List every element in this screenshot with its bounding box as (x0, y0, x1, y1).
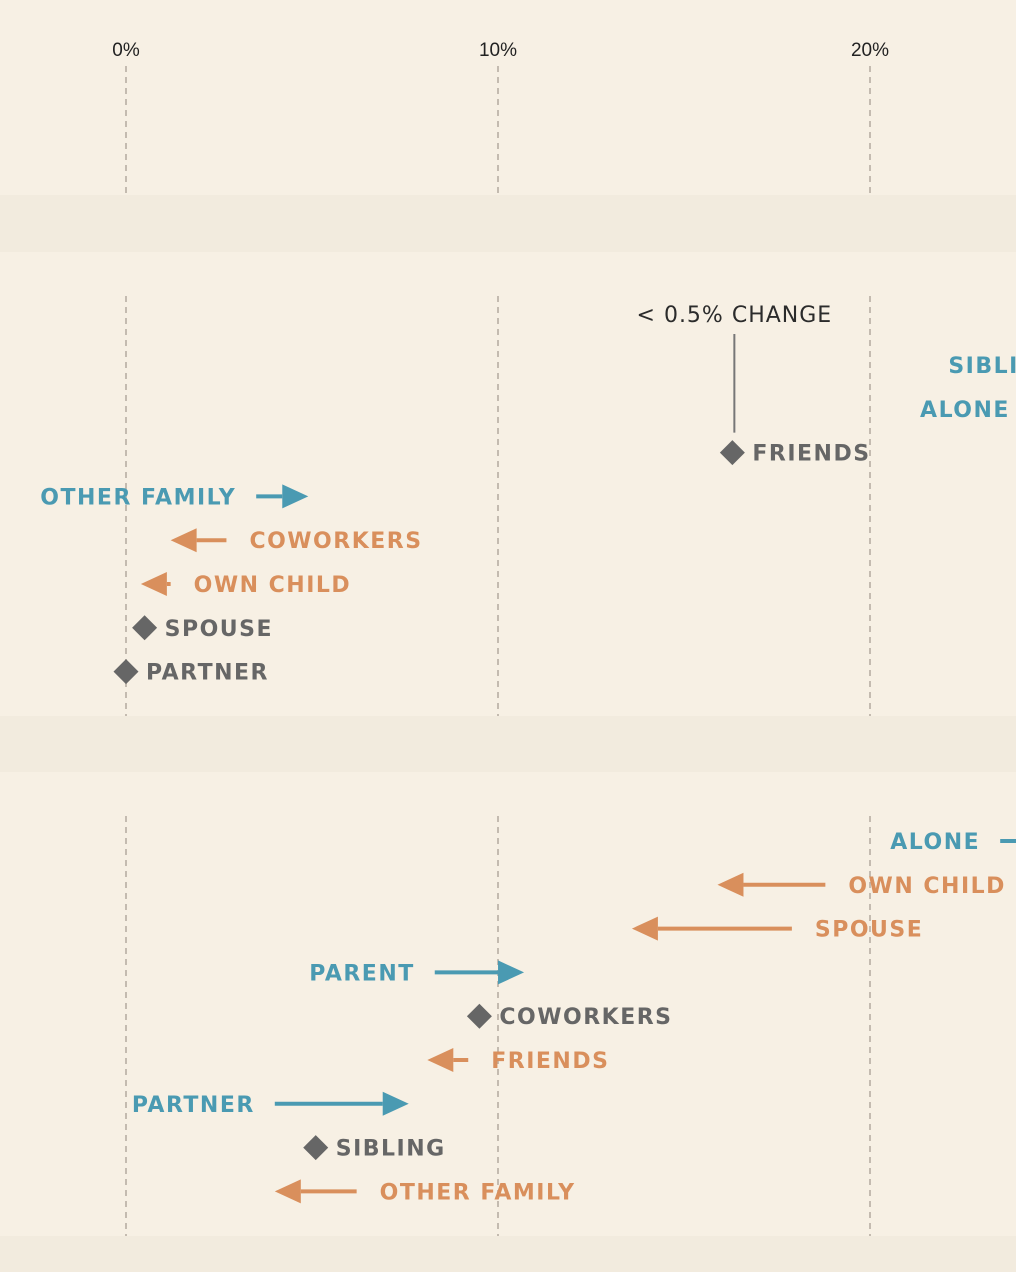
row-spouse: SPOUSE (132, 615, 273, 642)
row-alone: ALONE (890, 830, 1016, 855)
category-label: OTHER FAMILY (380, 1180, 576, 1205)
arrow-head (498, 960, 525, 985)
arrow-head (170, 528, 197, 553)
diamond-marker (466, 1003, 492, 1029)
category-label: FRIENDS (752, 442, 870, 467)
row-own-child: OWN CHILD (717, 872, 1006, 899)
row-friends: FRIENDS (427, 1048, 609, 1074)
category-label: PARTNER (132, 1093, 255, 1118)
row-other-family: OTHER FAMILY (40, 484, 309, 510)
annotation-text: < 0.5% CHANGE (637, 303, 833, 328)
arrow-head (282, 484, 309, 509)
chart-marks: SIBLING ALONE FRIENDS OTHER FAMILY COWORKERS… (40, 354, 1016, 1205)
row-alone: ALONE (920, 398, 1010, 423)
row-partner: PARTNER (113, 659, 269, 686)
diamond-marker (132, 615, 158, 641)
category-label: COWORKERS (499, 1005, 672, 1030)
category-label: PARENT (309, 961, 415, 986)
category-label: OWN CHILD (848, 874, 1006, 899)
diamond-marker (303, 1135, 329, 1161)
arrow-head (631, 916, 658, 941)
x-tick-label: 0% (112, 40, 140, 61)
arrow-head (140, 572, 167, 596)
category-label: COWORKERS (249, 529, 422, 554)
category-label: OTHER FAMILY (40, 485, 236, 510)
row-sibling: SIBLING (303, 1135, 446, 1162)
row-parent: PARENT (309, 960, 525, 986)
category-label: SIBLING (948, 354, 1016, 379)
category-label: SIBLING (336, 1137, 446, 1162)
x-axis-ticks: 0% 10% 20% (112, 40, 889, 61)
row-friends: FRIENDS (719, 440, 870, 467)
category-label: OWN CHILD (194, 573, 352, 598)
category-label: SPOUSE (165, 617, 273, 642)
row-coworkers: COWORKERS (170, 528, 422, 554)
x-tick-label: 20% (851, 40, 889, 61)
section-band-top (0, 195, 1016, 252)
diamond-marker (719, 440, 745, 466)
category-label: ALONE (890, 830, 980, 855)
row-partner: PARTNER (132, 1091, 409, 1118)
section-band-bottom (0, 1236, 1016, 1272)
diamond-marker (113, 659, 139, 685)
category-label: PARTNER (146, 661, 269, 686)
row-coworkers: COWORKERS (466, 1003, 672, 1030)
arrow-head (274, 1179, 301, 1204)
row-own-child: OWN CHILD (140, 572, 352, 598)
section-band-middle (0, 716, 1016, 772)
x-tick-label: 10% (479, 40, 517, 61)
row-spouse: SPOUSE (631, 916, 923, 943)
arrow-head (717, 872, 744, 897)
arrow-head (427, 1048, 454, 1072)
category-label: FRIENDS (491, 1049, 609, 1074)
category-label: ALONE (920, 398, 1010, 423)
row-other-family: OTHER FAMILY (274, 1179, 576, 1205)
category-label: SPOUSE (815, 918, 923, 943)
arrow-head (382, 1091, 409, 1116)
row-sibling: SIBLING (948, 354, 1016, 379)
annotation: < 0.5% CHANGE (637, 303, 833, 433)
grid-lines (125, 66, 871, 1236)
